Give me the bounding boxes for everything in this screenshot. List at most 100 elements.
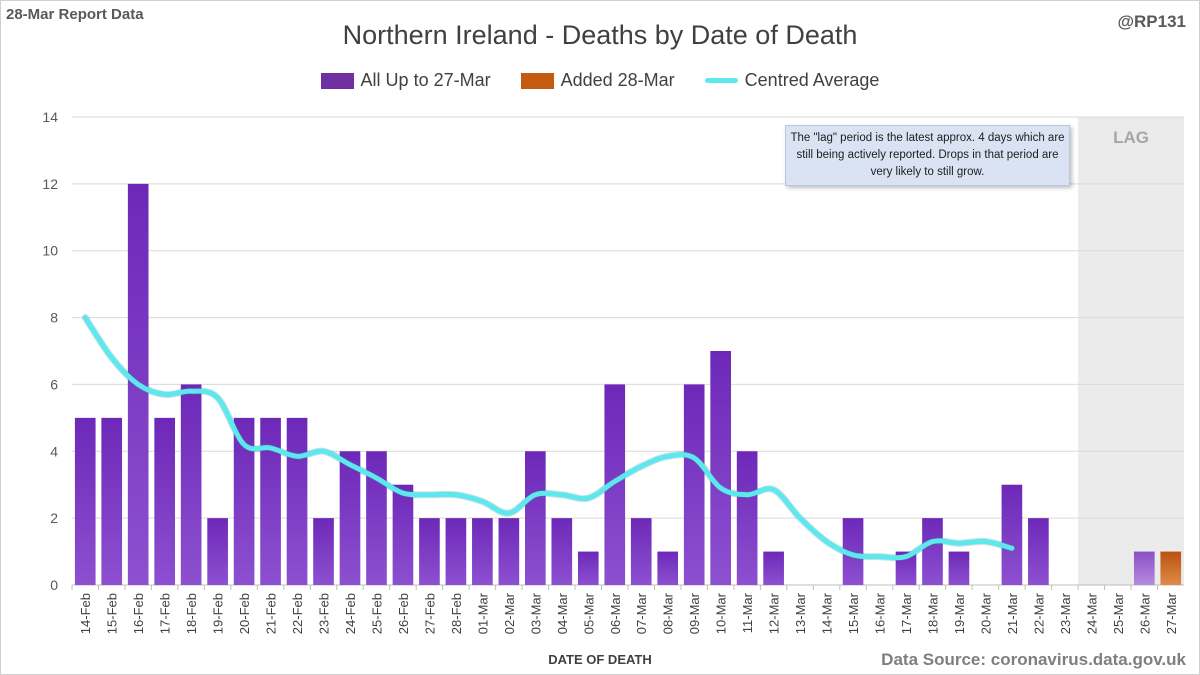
x-tick-label: 24-Feb: [343, 593, 358, 634]
bar-all-19-Mar: [948, 551, 970, 585]
x-tick-label: 26-Mar: [1137, 592, 1152, 634]
bar-all-22-Feb: [286, 417, 308, 585]
x-axis-label: DATE OF DEATH: [548, 652, 652, 667]
x-tick-label: 19-Feb: [211, 593, 226, 634]
x-tick-label: 25-Feb: [369, 593, 384, 634]
bar-all-06-Mar: [604, 384, 626, 585]
chart-title: Northern Ireland - Deaths by Date of Dea…: [342, 20, 858, 50]
legend-label-average: Centred Average: [744, 70, 880, 90]
bar-all-15-Mar: [842, 518, 864, 585]
x-tick-label: 11-Mar: [740, 592, 755, 633]
y-tick-label: 10: [42, 243, 58, 259]
bar-all-22-Mar: [1028, 518, 1049, 585]
legend: All Up to 27-Mar Added 28-Mar Centred Av…: [0, 70, 1200, 91]
x-tick-label: 16-Feb: [131, 593, 146, 634]
x-tick-label: 26-Feb: [396, 593, 411, 634]
bar-all-27-Feb: [419, 518, 440, 585]
x-tick-label: 07-Mar: [634, 592, 649, 634]
x-tick-label: 13-Mar: [793, 592, 808, 634]
bar-all-18-Feb: [180, 384, 202, 585]
y-tick-label: 0: [50, 577, 58, 593]
legend-label-all: All Up to 27-Mar: [360, 70, 491, 90]
bar-all-14-Feb: [74, 417, 96, 585]
bar-all-20-Feb: [233, 417, 255, 585]
x-tick-label: 17-Mar: [899, 592, 914, 634]
y-tick-label: 12: [42, 176, 58, 192]
x-tick-label: 18-Mar: [925, 592, 940, 634]
author-handle: @RP131: [1117, 12, 1186, 31]
x-tick-label: 15-Feb: [105, 593, 120, 634]
x-tick-label: 18-Feb: [184, 593, 199, 634]
x-tick-label: 22-Mar: [1031, 592, 1046, 634]
x-tick-label: 22-Feb: [290, 593, 305, 634]
bar-all-24-Feb: [339, 451, 361, 585]
x-tick-label: 24-Mar: [1084, 592, 1099, 634]
x-tick-label: 21-Feb: [264, 593, 279, 634]
x-tick-label: 09-Mar: [687, 592, 702, 634]
x-tick-label: 19-Mar: [952, 592, 967, 634]
report-label: 28-Mar Report Data: [6, 6, 144, 23]
bar-all-26-Mar: [1133, 551, 1155, 585]
y-tick-label: 2: [50, 510, 58, 526]
average-line: [82, 315, 1015, 561]
bar-all-04-Mar: [551, 518, 573, 585]
legend-label-added: Added 28-Mar: [560, 70, 675, 90]
lag-region: [1078, 117, 1184, 585]
y-tick-label: 14: [42, 109, 58, 125]
y-tick-label: 4: [50, 443, 58, 459]
x-tick-label: 06-Mar: [608, 592, 623, 634]
y-tick-label: 6: [50, 376, 58, 392]
bar-all-19-Feb: [207, 518, 228, 585]
lag-annotation: The "lag" period is the latest approx. 4…: [785, 125, 1070, 186]
x-tick-label: 27-Mar: [1164, 592, 1179, 634]
x-tick-label: 14-Mar: [820, 592, 835, 634]
bar-all-26-Feb: [392, 484, 414, 585]
x-tick-label: 05-Mar: [581, 592, 596, 634]
x-tick-label: 04-Mar: [555, 592, 570, 634]
bar-added-27-Mar: [1160, 551, 1182, 585]
bar-all-07-Mar: [630, 518, 652, 585]
bar-all-25-Feb: [366, 451, 387, 585]
legend-swatch-all: [320, 72, 354, 89]
bar-all-21-Feb: [260, 417, 281, 585]
x-tick-label: 17-Feb: [158, 593, 173, 634]
bar-all-03-Mar: [525, 451, 546, 585]
legend-item-added: Added 28-Mar: [520, 70, 675, 91]
bar-all-01-Mar: [472, 518, 493, 585]
y-tick-label: 8: [50, 310, 58, 326]
x-tick-label: 02-Mar: [502, 592, 517, 634]
bar-all-11-Mar: [736, 451, 758, 585]
x-tick-label: 15-Mar: [846, 592, 861, 634]
x-tick-label: 21-Mar: [1005, 592, 1020, 634]
x-tick-label: 23-Feb: [317, 593, 332, 634]
legend-item-average: Centred Average: [704, 70, 880, 91]
bar-all-02-Mar: [498, 518, 520, 585]
lag-label: LAG: [1113, 128, 1149, 147]
bar-all-15-Feb: [101, 417, 123, 585]
bar-all-09-Mar: [683, 384, 705, 585]
x-tick-label: 14-Feb: [78, 593, 93, 634]
data-source: Data Source: coronavirus.data.gov.uk: [881, 650, 1186, 669]
bar-all-18-Mar: [922, 518, 943, 585]
bar-all-10-Mar: [710, 351, 731, 585]
x-tick-label: 12-Mar: [767, 592, 782, 634]
bar-all-28-Feb: [445, 518, 467, 585]
bar-all-23-Feb: [313, 518, 334, 585]
x-tick-label: 16-Mar: [873, 592, 888, 634]
legend-swatch-added: [520, 72, 554, 89]
bar-all-12-Mar: [763, 551, 784, 585]
x-tick-label: 03-Mar: [528, 592, 543, 634]
legend-item-all: All Up to 27-Mar: [320, 70, 491, 91]
x-tick-label: 28-Feb: [449, 593, 464, 634]
x-tick-label: 10-Mar: [714, 592, 729, 634]
bar-all-08-Mar: [657, 551, 679, 585]
bar-all-17-Feb: [154, 417, 175, 585]
x-tick-label: 20-Mar: [978, 592, 993, 634]
bar-all-21-Mar: [1001, 484, 1023, 585]
x-tick-label: 08-Mar: [661, 592, 676, 634]
x-tick-label: 23-Mar: [1058, 592, 1073, 634]
x-tick-label: 25-Mar: [1111, 592, 1126, 634]
bar-all-05-Mar: [577, 551, 599, 585]
x-tick-label: 20-Feb: [237, 593, 252, 634]
